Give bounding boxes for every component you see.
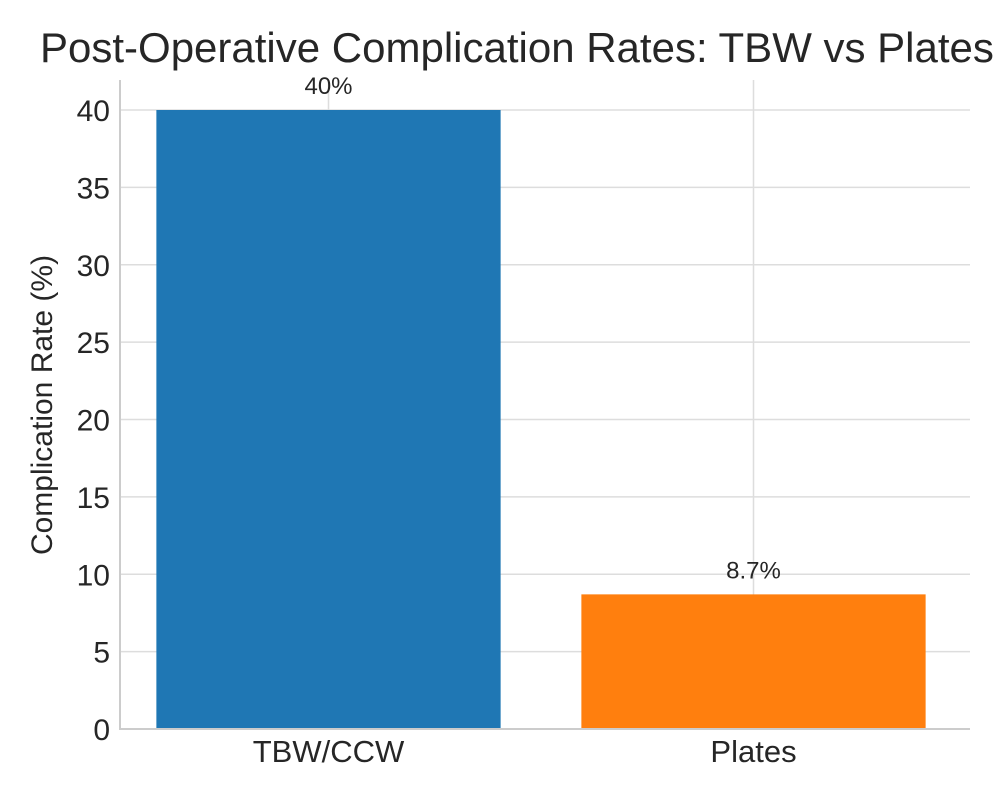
y-tick-label: 35 [77, 172, 110, 205]
y-tick-labels: 0 5 10 15 20 25 30 35 40 [77, 95, 110, 747]
bar-value-label: 40% [304, 73, 352, 100]
x-tick-labels: TBW/CCW Plates [253, 734, 797, 769]
y-tick-label: 25 [77, 327, 110, 360]
y-tick-label: 5 [93, 637, 110, 670]
axis-spines [119, 80, 970, 730]
x-tick-label: Plates [710, 734, 796, 769]
y-tick-label: 0 [93, 714, 110, 747]
y-tick-label: 40 [77, 95, 110, 128]
y-tick-label: 15 [77, 482, 110, 515]
chart-title: Post-Operative Complication Rates: TBW v… [40, 24, 994, 71]
bar-plates [581, 594, 926, 729]
y-tick-label: 10 [77, 559, 110, 592]
y-tick-label: 20 [77, 405, 110, 438]
y-axis-label: Complication Rate (%) [26, 255, 59, 555]
y-tick-label: 30 [77, 250, 110, 283]
bar-value-label: 8.7% [726, 557, 781, 584]
bars [156, 110, 926, 729]
bar-tbw-ccw [156, 110, 501, 729]
data-labels: 40% 8.7% [304, 73, 780, 584]
x-tick-label: TBW/CCW [253, 734, 405, 769]
